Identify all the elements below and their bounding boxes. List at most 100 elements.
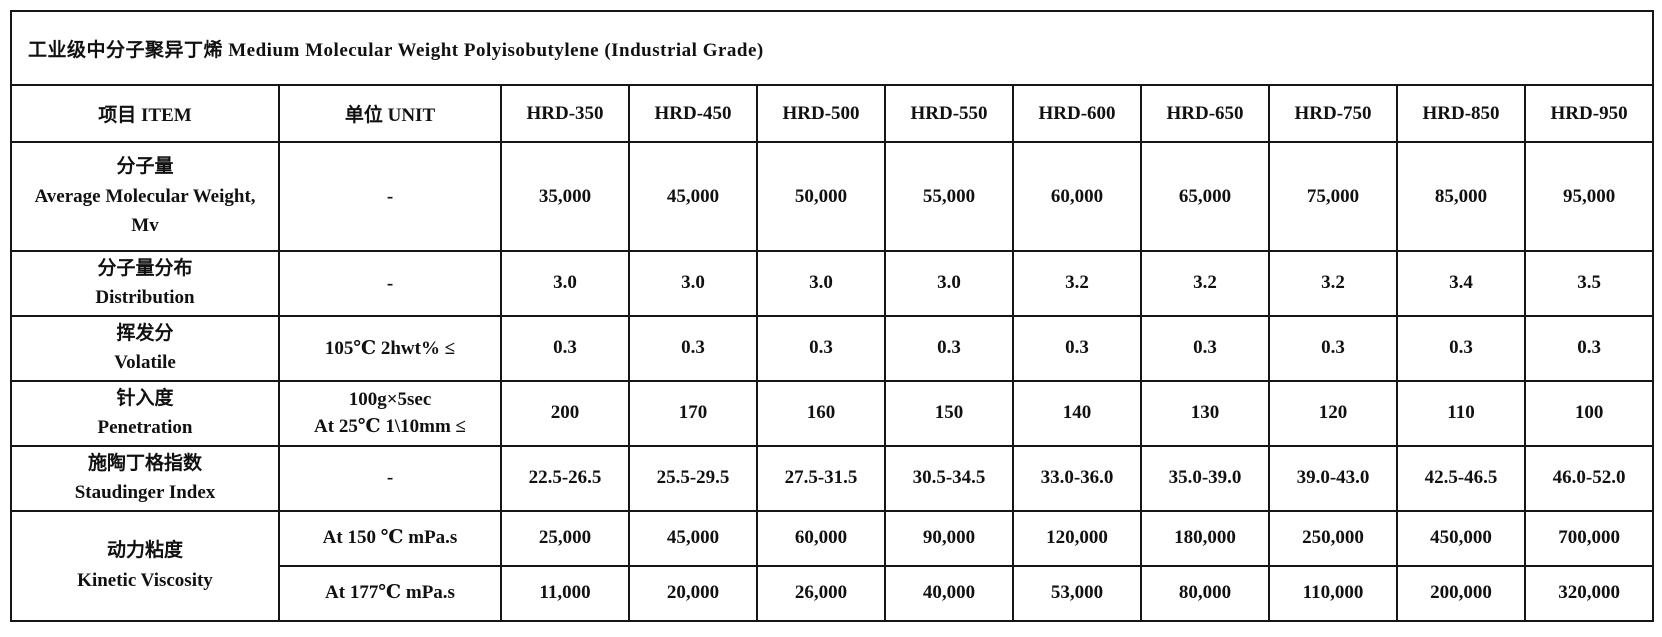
value-cell: 60,000 [1012,141,1142,252]
item-cell: 分子量分布 Distribution [10,250,280,317]
value-cell: 0.3 [1268,314,1398,382]
page-title: 工业级中分子聚异丁烯 Medium Molecular Weight Polyi… [9,10,1655,86]
table-row: 分子量分布 Distribution -3.0 3.0 3.0 3.0 3.2 3.2 3.2 3… [10,250,1655,317]
item-cell: 针入度 Penetration [10,379,280,447]
item-cell: 动力粘度 Kinetic Viscosity [10,509,280,622]
value-cell: 170 [628,379,758,447]
grade-header-cell: HRD-600 [1012,84,1142,143]
value-cell: 3.0 [500,250,630,317]
grade-header-cell: HRD-750 [1268,84,1398,143]
value-cell: 3.5 [1523,250,1655,317]
value-cell: 39.0-43.0 [1268,444,1398,512]
value-cell: 80,000 [1140,564,1270,622]
unit-cell: At 150 ℃ mPa.s [278,509,502,567]
value-cell: 180,000 [1140,509,1270,567]
item-cell: 分子量 Average Molecular Weight, Mv [10,141,280,252]
value-cell: 250,000 [1268,509,1398,567]
value-cell: 65,000 [1140,141,1270,252]
value-cell: 3.0 [884,250,1014,317]
value-cell: 0.3 [500,314,630,382]
value-cell: 100 [1523,379,1655,447]
value-cell: 0.3 [884,314,1014,382]
spec-table-body: 分子量 Average Molecular Weight, Mv -35,000 45,… [10,141,1655,622]
item-name-cn: 挥发分 [116,322,174,344]
item-name-en: Penetration [97,417,193,439]
unit-text: - [386,467,394,489]
item-name-en: Average Molecular Weight, [34,185,256,207]
item-name-cn: 分子量 [116,156,174,178]
value-cell: 90,000 [884,509,1014,567]
value-cell: 110,000 [1268,564,1398,622]
value-cell: 35,000 [500,141,630,252]
value-cell: 3.0 [756,250,886,317]
item-column-header: 项目 ITEM [10,84,280,143]
grade-header-cell: HRD-650 [1140,84,1270,143]
value-cell: 25,000 [500,509,630,567]
value-cell: 0.3 [1140,314,1270,382]
item-cell: 挥发分 Volatile [10,314,280,382]
table-row: 分子量 Average Molecular Weight, Mv - 35,000 45,… [10,141,1655,252]
value-cell: 75,000 [1268,141,1398,252]
value-cell: 130 [1140,379,1270,447]
value-cell: 3.2 [1268,250,1398,317]
item-name-cn: 动力粘度 [106,540,183,562]
value-cell: 35.0-39.0 [1140,444,1270,512]
value-cell: 120,000 [1012,509,1142,567]
unit-cell: - [278,141,502,252]
value-cell: 450,000 [1396,509,1526,567]
unit-text: At 25℃ 1\10mm ≤ [314,416,466,438]
table-row: 针入度 Penetration 100g×5sec At 25℃ 1\10mm ≤ 20… [10,379,1655,447]
value-cell: 53,000 [1012,564,1142,622]
unit-column-header: 单位 UNIT [278,84,502,143]
value-cell: 320,000 [1523,564,1655,622]
spec-table: 工业级中分子聚异丁烯 Medium Molecular Weight Polyi… [9,10,1655,622]
unit-text: At 177℃ mPa.s [325,582,455,604]
table-row: 动力粘度 Kinetic Viscosity At 150 ℃ mPa.s 25,00… [10,509,1655,622]
value-cell: 0.3 [1012,314,1142,382]
value-cell: 45,000 [628,141,758,252]
item-name-en: Kinetic Viscosity [77,569,213,591]
value-cell: 27.5-31.5 [756,444,886,512]
item-name-en: Staudinger Index [74,482,216,504]
value-cell: 85,000 [1396,141,1526,252]
value-cell: 160 [756,379,886,447]
value-cell: 200,000 [1396,564,1526,622]
value-cell: 20,000 [628,564,758,622]
value-cell: 33.0-36.0 [1012,444,1142,512]
item-name-en: Distribution [95,287,195,309]
value-cell: 200 [500,379,630,447]
unit-cell: 105℃ 2hwt% ≤ [278,314,502,382]
value-cell: 0.3 [756,314,886,382]
table-row: 挥发分 Volatile 105℃ 2hwt% ≤0.3 0.3 0.3 0.3 0.3 0.… [10,314,1655,382]
value-cell: 95,000 [1523,141,1655,252]
table-row: At 177℃ mPa.s 11,000 20,000 26,000 40,000 53,… [11,564,1655,622]
unit-text: 105℃ 2hwt% ≤ [324,337,456,359]
value-cell: 3.0 [628,250,758,317]
value-cell: 25.5-29.5 [628,444,758,512]
value-cell: 3.2 [1012,250,1142,317]
unit-cell: At 177℃ mPa.s [278,564,502,622]
grade-header-cell: HRD-550 [884,84,1014,143]
unit-cell: 100g×5sec At 25℃ 1\10mm ≤ [278,379,502,447]
grade-header-cell: HRD-450 [628,84,758,143]
value-cell: 45,000 [628,509,758,567]
unit-text: At 150 ℃ mPa.s [322,527,458,549]
value-cell: 0.3 [1523,314,1655,382]
value-cell: 0.3 [628,314,758,382]
value-cell: 30.5-34.5 [884,444,1014,512]
item-name-en: Volatile [114,352,176,374]
value-cell: 40,000 [884,564,1014,622]
value-cell: 22.5-26.5 [500,444,630,512]
unit-cell: - [278,444,502,512]
value-cell: 50,000 [756,141,886,252]
value-cell: 42.5-46.5 [1396,444,1526,512]
value-cell: 110 [1396,379,1526,447]
value-cell: 140 [1012,379,1142,447]
column-header-row: 项目 ITEM 单位 UNIT HRD-350 HRD-450 HRD-500 HRD… [10,84,1655,143]
grade-header-cell: HRD-350 [500,84,630,143]
value-cell: 11,000 [500,564,630,622]
value-cell: 3.4 [1396,250,1526,317]
item-name-cn: 分子量分布 [97,258,193,279]
table-row: 施陶丁格指数 Staudinger Index - 22.5-26.5 25.5-29.… [10,444,1655,512]
value-cell: 55,000 [884,141,1014,252]
